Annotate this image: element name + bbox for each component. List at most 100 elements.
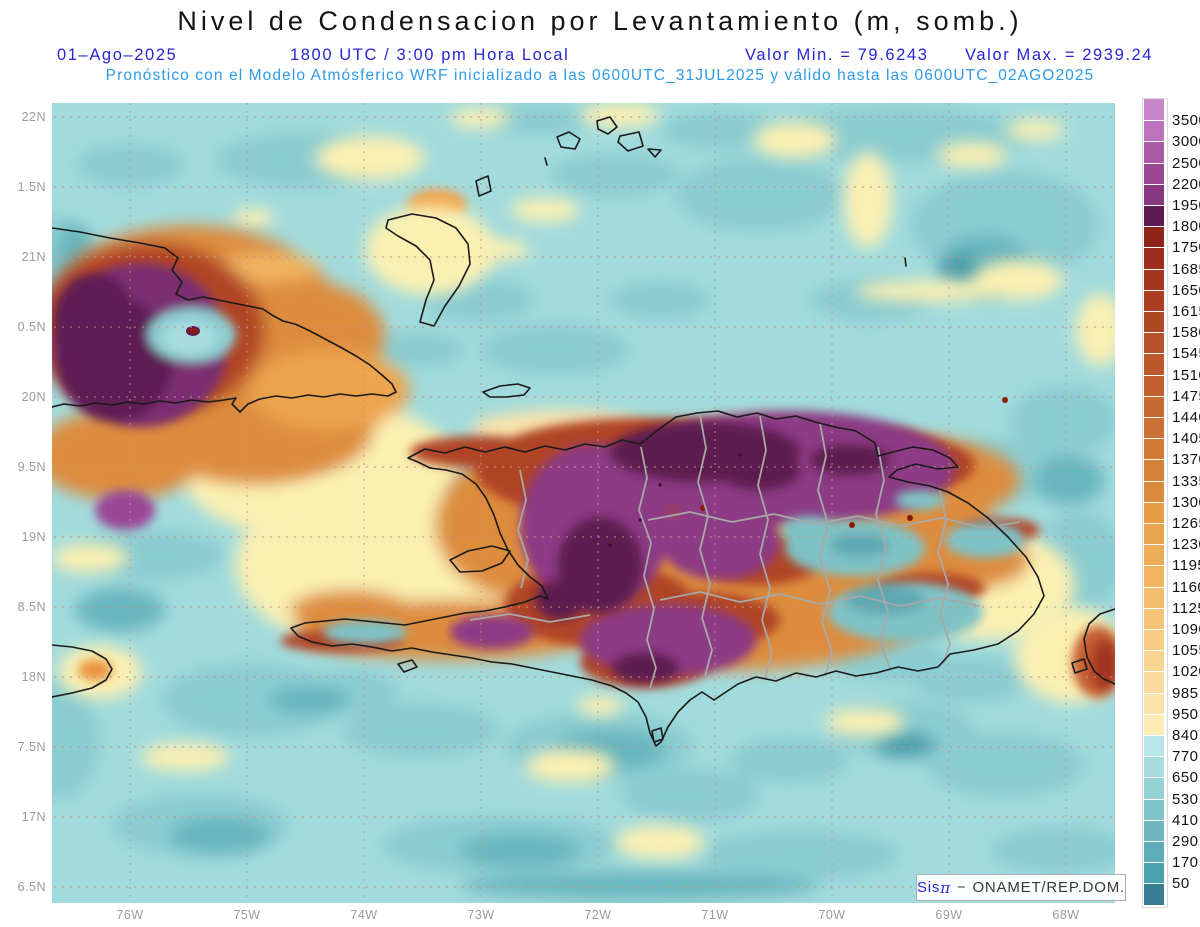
lon-tick-label: 68W bbox=[1052, 908, 1080, 922]
colorbar-tick-label: 1090 bbox=[1172, 621, 1200, 638]
colorbar-segment bbox=[1144, 798, 1164, 820]
colorbar-tick-label: 950 bbox=[1172, 705, 1199, 723]
colorbar-segment bbox=[1144, 586, 1164, 608]
hispaniola-coastline bbox=[290, 410, 1045, 747]
colorbar-tick-label: 1055 bbox=[1172, 642, 1200, 660]
tortuga-island bbox=[482, 383, 531, 398]
lat-tick-label: 21N bbox=[21, 250, 46, 264]
colorbar-segment bbox=[1144, 607, 1164, 629]
lat-tick-label: 22N bbox=[21, 110, 46, 124]
cuba-coastline bbox=[52, 227, 397, 413]
sea-yellow-patches-layer bbox=[52, 103, 1115, 859]
colorbar-tick-label: 1545 bbox=[1172, 345, 1200, 363]
colorbar-segment bbox=[1144, 226, 1164, 248]
colorbar-segment bbox=[1144, 353, 1164, 375]
colorbar-segment bbox=[1144, 841, 1164, 863]
caicos-2 bbox=[617, 131, 644, 152]
lat-tick-label: 9.5N bbox=[17, 460, 46, 474]
colorbar-tick-label: 1510 bbox=[1172, 366, 1200, 384]
colorbar-tick-label: 1750 bbox=[1172, 239, 1200, 257]
colorbar-tick-label: 1160 bbox=[1172, 578, 1200, 596]
small-cay-1 bbox=[544, 157, 548, 166]
colorbar-segment bbox=[1144, 692, 1164, 714]
lat-tick-label: 8.5N bbox=[17, 600, 46, 614]
caicos-1 bbox=[596, 116, 618, 135]
colorbar-segment bbox=[1144, 120, 1164, 142]
colorbar-segment bbox=[1144, 565, 1164, 587]
colorbar-tick-label: 1405 bbox=[1172, 430, 1200, 448]
colorbar-tick-label: 3500 bbox=[1172, 112, 1200, 130]
colorbar-tick-label: 770 bbox=[1172, 748, 1199, 766]
watermark-box: Sis π − ONAMET/REP.DOM. bbox=[916, 874, 1126, 901]
lon-tick-label: 76W bbox=[116, 908, 144, 922]
colorbar-segment bbox=[1144, 162, 1164, 184]
lat-tick-label: 0.5N bbox=[17, 320, 46, 334]
mona-island bbox=[1071, 658, 1088, 674]
colorbar-tick-label: 1195 bbox=[1172, 557, 1200, 575]
little-inagua bbox=[475, 175, 492, 197]
caicos-3 bbox=[647, 148, 662, 158]
ile-a-vache bbox=[397, 659, 418, 673]
colorbar-tick-label: 1300 bbox=[1172, 493, 1200, 511]
colorbar-tick-label: 1335 bbox=[1172, 472, 1200, 490]
colorbar-segment bbox=[1144, 141, 1164, 163]
colorbar-tick-label: 2500 bbox=[1172, 154, 1200, 172]
colorbar-segment bbox=[1144, 862, 1164, 884]
mayaguana bbox=[556, 131, 581, 150]
colorbar-segment bbox=[1144, 374, 1164, 396]
colorbar-tick-label: 1580 bbox=[1172, 324, 1200, 342]
colorbar-tick-label: 1650 bbox=[1172, 281, 1200, 299]
colorbar-segment bbox=[1144, 501, 1164, 523]
lon-tick-label: 75W bbox=[233, 908, 261, 922]
forecast-line: Pronóstico con el Modelo Atmósferico WRF… bbox=[105, 67, 1095, 84]
page-title: Nivel de Condensacion por Levantamiento … bbox=[177, 6, 1023, 36]
colorbar-segment bbox=[1144, 756, 1164, 778]
colorbar-tick-label: 1265 bbox=[1172, 515, 1200, 532]
puerto-rico-west-coast bbox=[1083, 608, 1115, 685]
colorbar-tick-label: 530 bbox=[1172, 790, 1199, 808]
lat-tick-label: 7.5N bbox=[17, 740, 46, 754]
watermark-org: ONAMET/REP.DOM. bbox=[972, 879, 1126, 896]
jamaica-east-tip bbox=[52, 644, 113, 698]
colorbar-segment bbox=[1144, 438, 1164, 460]
lcl-contour-map bbox=[52, 103, 1115, 903]
colorbar-segment bbox=[1144, 268, 1164, 290]
colorbar-tick-label: 50 bbox=[1172, 875, 1190, 893]
colorbar-segment bbox=[1144, 777, 1164, 799]
colorbar-tick-label: 840 bbox=[1172, 727, 1199, 744]
lat-tick-label: 20N bbox=[21, 390, 46, 404]
colorbar-segment bbox=[1144, 247, 1164, 269]
lon-tick-label: 73W bbox=[467, 908, 495, 922]
grid-lines bbox=[52, 103, 1115, 903]
valor-max-label: Valor Max. = 2939.24 bbox=[965, 46, 1154, 64]
colorbar-tick-label: 410 bbox=[1172, 811, 1199, 829]
gonave-island bbox=[449, 545, 511, 573]
colorbar-tick-label: 1370 bbox=[1172, 451, 1200, 469]
colorbar-tick-label: 1020 bbox=[1172, 663, 1200, 681]
small-cay-2 bbox=[904, 257, 907, 267]
colorbar-segment bbox=[1144, 544, 1164, 566]
watermark-dash: − bbox=[956, 879, 967, 896]
colorbar-tick-label: 1230 bbox=[1172, 536, 1200, 554]
watermark-sis: Sis bbox=[916, 879, 941, 896]
coastlines bbox=[52, 116, 1115, 747]
colorbar-segment bbox=[1144, 629, 1164, 651]
colorbar-tick-label: 290 bbox=[1172, 833, 1199, 850]
colorbar-frame bbox=[1142, 98, 1168, 908]
colorbar-segment bbox=[1144, 523, 1164, 545]
lon-tick-label: 69W bbox=[935, 908, 963, 922]
beata-island bbox=[651, 727, 664, 743]
colorbar-tick-label: 3000 bbox=[1172, 133, 1200, 151]
date-label: 01–Ago–2025 bbox=[57, 46, 178, 64]
colorbar-tick-label: 1475 bbox=[1172, 387, 1200, 405]
colorbar-segment bbox=[1144, 883, 1164, 905]
province-borders bbox=[469, 414, 1021, 689]
time-label: 1800 UTC / 3:00 pm Hora Local bbox=[290, 46, 570, 64]
colorbar-segment bbox=[1144, 417, 1164, 439]
colorbar-tick-label: 1125 bbox=[1172, 599, 1200, 617]
colorbar-segment bbox=[1144, 650, 1164, 672]
colorbar-tick-label: 1440 bbox=[1172, 409, 1200, 426]
lon-tick-label: 72W bbox=[584, 908, 612, 922]
colorbar-segment bbox=[1144, 183, 1164, 205]
